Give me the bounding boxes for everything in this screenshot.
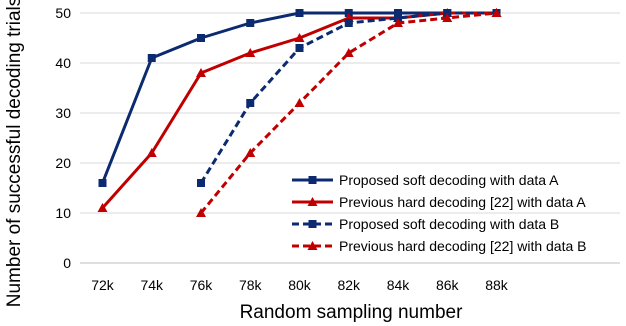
legend-marker <box>307 197 318 206</box>
y-tick-label: 30 <box>55 105 71 121</box>
data-point <box>294 33 305 42</box>
data-point <box>97 203 108 212</box>
data-point <box>197 179 205 187</box>
data-point <box>295 44 304 52</box>
data-point <box>295 9 304 17</box>
data-point <box>245 148 256 157</box>
legend-label: Proposed soft decoding with data B <box>339 216 559 232</box>
x-axis-ticks: 72k 74k 76k 78k 80k 82k 84k 86k 88k <box>91 277 509 293</box>
legend: Proposed soft decoding with data A Previo… <box>292 172 587 254</box>
x-tick-label: 72k <box>91 277 115 293</box>
legend-label: Previous hard decoding [22] with data A <box>339 194 586 210</box>
data-point <box>196 208 206 217</box>
legend-item: Proposed soft decoding with data A <box>292 172 559 188</box>
legend-item: Previous hard decoding [22] with data A <box>292 194 586 210</box>
data-point <box>146 148 157 157</box>
legend-item: Previous hard decoding [22] with data B <box>292 238 587 254</box>
y-tick-label: 20 <box>55 155 71 171</box>
x-tick-label: 80k <box>288 277 312 293</box>
y-tick-label: 40 <box>55 55 71 71</box>
data-point <box>98 179 107 187</box>
series-4 <box>196 8 502 217</box>
legend-label: Proposed soft decoding with data A <box>339 172 559 188</box>
legend-marker <box>308 176 317 184</box>
y-tick-label: 10 <box>55 205 71 221</box>
series-group <box>97 8 502 217</box>
data-point <box>246 19 255 27</box>
data-point <box>442 13 453 22</box>
y-axis-ticks: 0 10 20 30 40 50 <box>55 5 71 271</box>
legend-marker <box>307 241 318 250</box>
x-axis-title: Random sampling number <box>240 302 464 323</box>
data-point <box>196 68 206 77</box>
y-tick-label: 50 <box>55 5 71 21</box>
data-point <box>245 48 256 57</box>
legend-marker <box>308 220 317 228</box>
y-tick-label: 0 <box>63 255 71 271</box>
data-point <box>246 99 255 107</box>
data-point <box>343 48 354 57</box>
x-tick-label: 82k <box>337 277 361 293</box>
data-point <box>393 18 403 27</box>
y-axis-title: Number of successful decoding trials <box>4 0 25 307</box>
data-point <box>147 54 156 62</box>
x-tick-label: 76k <box>190 277 214 293</box>
x-tick-label: 74k <box>140 277 164 293</box>
x-tick-label: 86k <box>436 277 460 293</box>
x-tick-label: 78k <box>239 277 263 293</box>
data-point <box>294 98 305 107</box>
x-tick-label: 88k <box>485 277 509 293</box>
data-point <box>344 19 353 27</box>
data-point <box>197 34 205 42</box>
data-point <box>491 8 502 17</box>
legend-label: Previous hard decoding [22] with data B <box>339 238 587 254</box>
x-tick-label: 84k <box>387 277 411 293</box>
legend-item: Proposed soft decoding with data B <box>292 216 559 232</box>
